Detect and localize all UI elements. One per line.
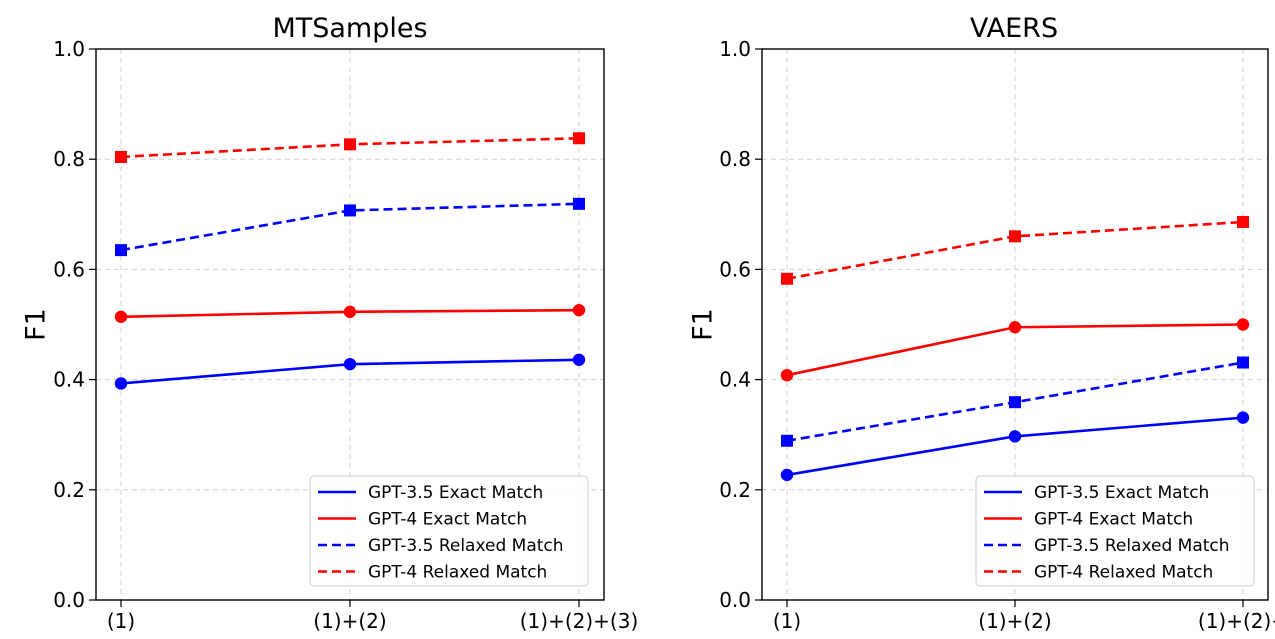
y-tick-label: 1.0 (719, 37, 751, 61)
y-tick-label: 0.6 (719, 257, 751, 281)
x-tick-label: (1)+(2) (978, 609, 1051, 633)
data-point-square (1237, 356, 1249, 369)
chart-panel-2: 0.0 0.2 0.4 0.6 0.8 1.0 (1) (1)+(2) (1)+(2)+ VAER… (688, 13, 1275, 633)
data-point-circle (780, 468, 794, 482)
y-tick-label: 1.0 (53, 37, 85, 61)
data-point-circle (1236, 318, 1250, 331)
x-tick-label: (1)+(2)+ (1198, 609, 1275, 633)
data-point-circle (572, 353, 586, 366)
data-point-square (1009, 396, 1021, 409)
data-point-square (573, 197, 585, 210)
legend: GPT-3.5 Exact Match GPT-4 Exact Match GPT-… (309, 475, 589, 587)
data-point-square (115, 150, 127, 163)
y-tick-label: 0.4 (53, 368, 85, 392)
legend-label: GPT-3.5 Exact Match (368, 483, 543, 503)
x-tick-label: (1)+(2)+(3) (520, 609, 639, 633)
y-tick-label: 0.8 (719, 147, 751, 171)
data-point-circle (1008, 321, 1022, 334)
legend-box (309, 475, 589, 587)
legend-label: GPT-4 Relaxed Match (1034, 563, 1213, 583)
chart-panel-1: 0.0 0.2 0.4 0.6 0.8 1.0 (1) (1)+(2) (1)+(2)+(3) M… (21, 13, 639, 633)
y-tick-label: 0.2 (719, 478, 751, 502)
y-tick-label: 0.4 (719, 368, 751, 392)
data-point-square (781, 272, 793, 285)
data-point-square (1009, 230, 1021, 243)
data-point-circle (572, 303, 586, 317)
legend-label: GPT-3.5 Relaxed Match (368, 536, 564, 556)
x-tick-label: (1) (107, 609, 135, 633)
y-axis-label: F1 (21, 308, 52, 341)
chart-title: VAERS (970, 13, 1058, 44)
data-point-square (344, 204, 356, 217)
legend-label: GPT-4 Exact Match (368, 510, 527, 530)
data-point-square (115, 244, 127, 257)
legend: GPT-3.5 Exact Match GPT-4 Exact Match GPT-… (975, 475, 1255, 587)
y-tick-label: 0.0 (719, 588, 751, 612)
data-point-square (573, 132, 585, 145)
chart-title: MTSamples (272, 13, 427, 44)
y-tick-label: 0.2 (53, 478, 85, 502)
data-point-circle (1236, 411, 1250, 424)
y-tick-label: 0.8 (53, 147, 85, 171)
data-point-circle (780, 368, 794, 382)
legend-label: GPT-4 Exact Match (1034, 510, 1193, 530)
legend-label: GPT-3.5 Relaxed Match (1034, 536, 1230, 556)
data-point-circle (343, 305, 357, 319)
data-point-circle (343, 357, 357, 371)
legend-label: GPT-4 Relaxed Match (368, 563, 547, 583)
y-tick-label: 0.0 (53, 588, 85, 612)
legend-label: GPT-3.5 Exact Match (1034, 483, 1209, 503)
data-point-circle (114, 310, 128, 323)
x-tick-label: (1) (773, 609, 801, 633)
data-point-square (781, 434, 793, 447)
data-point-square (344, 138, 356, 151)
data-point-circle (114, 377, 128, 390)
y-axis-label: F1 (688, 308, 719, 341)
x-tick-label: (1)+(2) (313, 609, 386, 633)
legend-box (975, 475, 1255, 587)
data-point-circle (1008, 430, 1022, 443)
y-tick-label: 0.6 (53, 257, 85, 281)
data-point-square (1237, 216, 1249, 229)
